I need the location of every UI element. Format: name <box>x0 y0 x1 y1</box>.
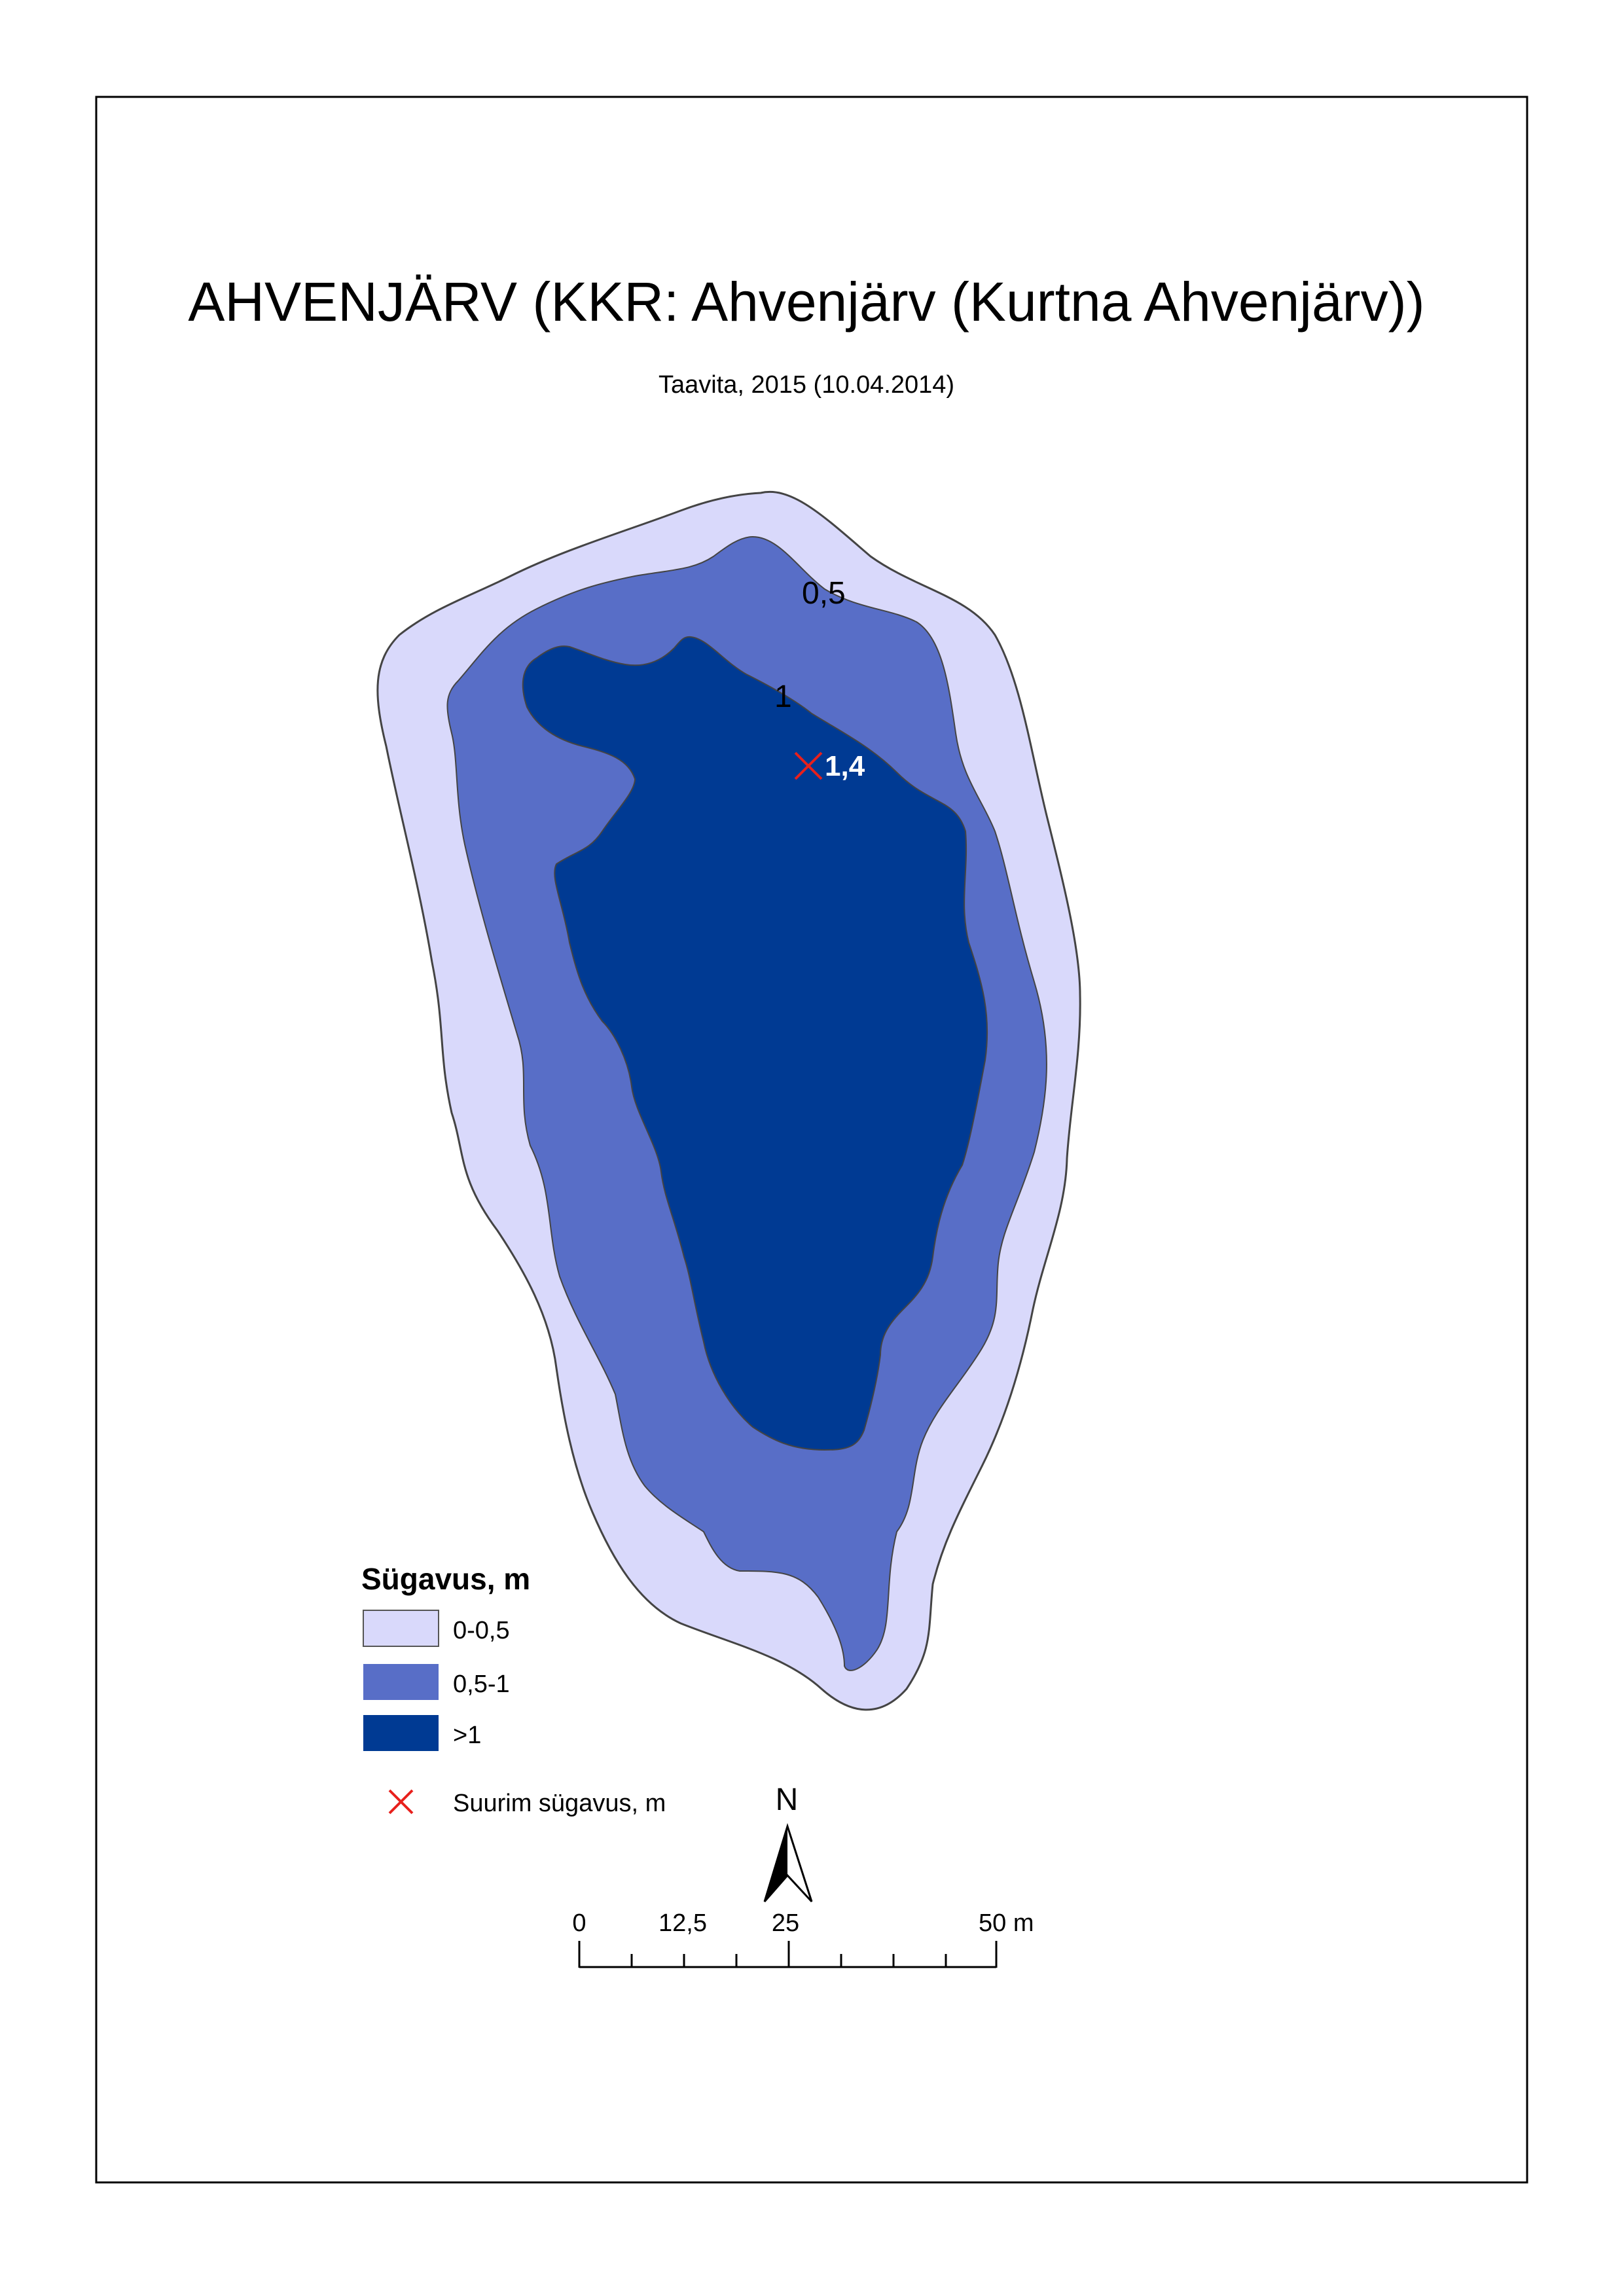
north-arrow: N <box>763 1782 813 1903</box>
legend-label-0-5-1: 0,5-1 <box>453 1671 510 1698</box>
legend-swatch-0-0-5 <box>363 1610 439 1647</box>
max-depth-marker: 1,4 <box>794 750 865 782</box>
max-depth-cross-icon-stroke <box>794 751 823 780</box>
depth-zone-over-1 <box>522 636 988 1451</box>
legend-label-over-1: >1 <box>453 1722 481 1749</box>
scale-bar-label-0: 0 <box>572 1909 586 1937</box>
contour-label-0-5: 0,5 <box>802 576 846 611</box>
legend-max-depth-label: Suurim sügavus, m <box>453 1790 666 1817</box>
lake-depth-map <box>376 491 1081 1711</box>
map-subtitle: Taavita, 2015 (10.04.2014) <box>659 371 954 399</box>
scale-bar-label-12-5: 12,5 <box>659 1909 707 1937</box>
contour-label-1: 1 <box>774 679 792 714</box>
legend-title: Sügavus, m <box>361 1562 530 1596</box>
scale-bar-label-50: 50 m <box>979 1909 1034 1937</box>
north-arrow-fill-icon <box>765 1826 787 1902</box>
map-frame <box>95 96 1528 2184</box>
legend-swatch-0-5-1 <box>363 1664 439 1700</box>
scale-bar: 0 12,5 25 50 m <box>572 1909 1034 1968</box>
map-title: AHVENJÄRV (KKR: Ahvenjärv (Kurtna Ahvenj… <box>188 271 1424 333</box>
legend-label-0-0-5: 0-0,5 <box>453 1617 510 1644</box>
legend-swatch-over-1 <box>363 1715 439 1751</box>
north-arrow-label: N <box>776 1782 799 1817</box>
max-depth-label: 1,4 <box>825 750 865 782</box>
legend: Sügavus, m 0-0,5 0,5-1 >1 Suurim sügavus… <box>361 1562 666 1817</box>
legend-max-depth-icon-stroke <box>388 1789 414 1815</box>
scale-bar-label-25: 25 <box>772 1909 799 1937</box>
